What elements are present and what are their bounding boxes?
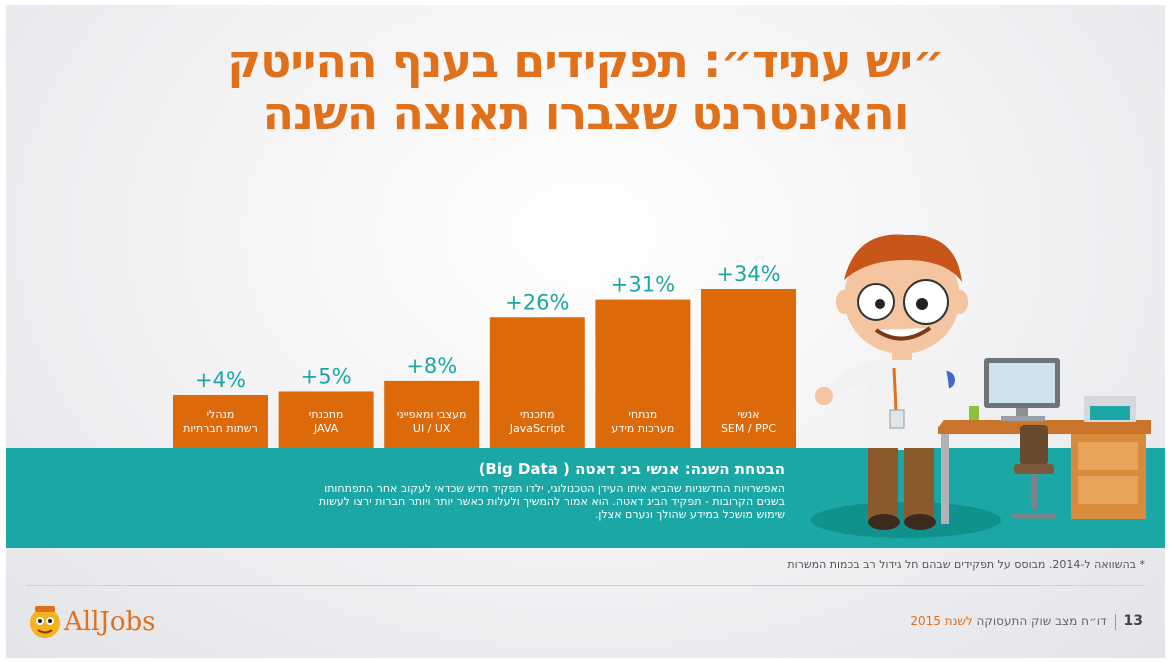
footer-separator bbox=[1114, 613, 1116, 630]
category-label-1-1: JAVA bbox=[313, 422, 339, 435]
footnote: * בהשוואה ל-2014. מבוסס על תפקידים שבהם … bbox=[787, 558, 1145, 571]
logo-text: AllJobs bbox=[64, 607, 156, 637]
report-name: דו״ח מצב שוק התעסוקה bbox=[976, 614, 1107, 628]
page-number: 13 bbox=[1123, 613, 1143, 629]
data-label-0: +4% bbox=[195, 368, 246, 392]
category-label-4-1: מערכות מידע bbox=[611, 422, 674, 435]
highlight-body: האפשרויות החדשניות שהביא איתו העידן הטכנ… bbox=[318, 482, 785, 521]
data-label-1: +5% bbox=[301, 364, 352, 388]
title-line-1: ״יש עתיד״: תפקידים בענף ההייטק bbox=[227, 34, 945, 88]
bar-1 bbox=[278, 391, 374, 448]
logo-mascot-icon bbox=[30, 606, 60, 638]
category-label-4-0: מנתחי bbox=[629, 408, 658, 421]
bar-2 bbox=[384, 380, 480, 448]
category-label-5-0: אנשי bbox=[737, 408, 759, 421]
category-label-2-0: מעצבי ומאפייני bbox=[397, 408, 467, 421]
category-label-1-0: מתכנתי bbox=[309, 408, 344, 421]
highlight-text: הבטחת השנה: אנשי ביג דאטה ( Big Data) הא… bbox=[305, 460, 785, 521]
bar-4 bbox=[595, 299, 691, 448]
footer: 13 דו״ח מצב שוק התעסוקה לשנת 2015 bbox=[910, 613, 1143, 630]
highlight-heading: הבטחת השנה: אנשי ביג דאטה ( Big Data) bbox=[478, 460, 785, 478]
report-year: לשנת 2015 bbox=[910, 614, 973, 628]
divider bbox=[26, 585, 1145, 586]
category-label-2-1: UI / UX bbox=[413, 422, 451, 435]
bar-3 bbox=[489, 317, 585, 448]
data-label-2: +8% bbox=[406, 354, 457, 378]
category-label-0-1: רשתות חברתיות bbox=[183, 422, 258, 435]
category-label-0-0: מנהלי bbox=[207, 408, 235, 421]
category-label-5-1: SEM / PPC bbox=[721, 422, 776, 435]
bar-5 bbox=[701, 289, 796, 448]
data-label-3: +26% bbox=[505, 290, 569, 314]
data-label-4: +31% bbox=[611, 273, 675, 297]
bar-0 bbox=[173, 395, 268, 448]
developer-illustration bbox=[811, 234, 1151, 538]
title-line-2: והאינטרנט שצברו תאוצה השנה bbox=[262, 86, 909, 140]
category-label-3-1: JavaScript bbox=[509, 422, 566, 435]
slide: ״יש עתיד״: תפקידים בענף ההייטק והאינטרנט… bbox=[6, 5, 1165, 658]
category-label-3-0: מתכנתי bbox=[520, 408, 555, 421]
alljobs-logo: AllJobs bbox=[28, 597, 155, 647]
data-label-5: +34% bbox=[716, 262, 780, 286]
page-title: ״יש עתיד״: תפקידים בענף ההייטק והאינטרנט… bbox=[6, 35, 1165, 139]
